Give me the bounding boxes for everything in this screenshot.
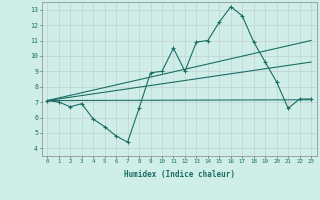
- X-axis label: Humidex (Indice chaleur): Humidex (Indice chaleur): [124, 170, 235, 179]
